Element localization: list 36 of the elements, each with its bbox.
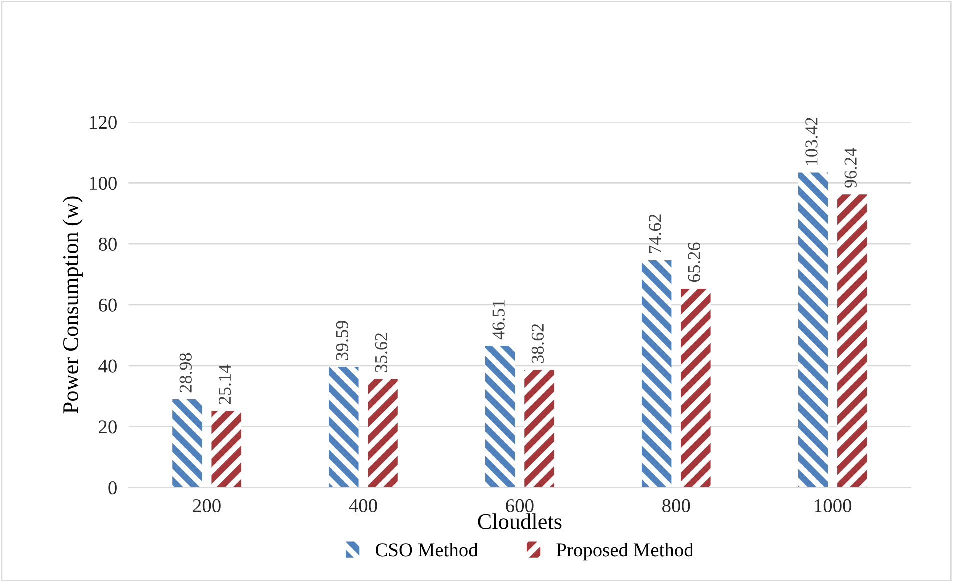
y-tick-label: 0 <box>108 482 117 495</box>
y-axis-title: Power Consumption (w) <box>62 196 83 414</box>
bar <box>172 399 202 488</box>
bar <box>368 379 398 488</box>
bar <box>838 194 868 488</box>
x-tick-label: 400 <box>349 499 378 513</box>
bar <box>642 260 672 488</box>
bar <box>798 172 828 488</box>
y-tick-label: 20 <box>99 420 117 434</box>
x-tick-label: 800 <box>662 499 690 513</box>
data-label: 96.24 <box>844 148 857 188</box>
y-tick-label: 40 <box>98 360 117 373</box>
legend-label: Proposed Method <box>556 543 694 561</box>
bar <box>681 288 711 488</box>
bar <box>486 346 516 488</box>
y-tick-label: 60 <box>99 298 117 312</box>
legend-label: CSO Method <box>376 543 478 557</box>
x-tick-label: 1000 <box>815 499 852 513</box>
data-label: 39.59 <box>336 321 349 360</box>
data-label: 38.62 <box>532 324 544 364</box>
y-tick-label: 100 <box>90 176 117 190</box>
x-tick-label: 600 <box>506 499 534 513</box>
bar <box>329 367 359 488</box>
data-label: 74.62 <box>649 214 662 254</box>
data-label: 28.98 <box>180 353 192 393</box>
y-tick-label: 120 <box>90 116 117 130</box>
data-label: 25.14 <box>218 364 232 404</box>
data-label: 46.51 <box>492 300 505 340</box>
x-tick-label: 200 <box>193 499 221 513</box>
data-label: 65.26 <box>688 242 701 282</box>
bar <box>524 370 554 488</box>
y-tick-label: 80 <box>98 238 117 251</box>
bar <box>212 411 242 488</box>
data-label: 103.42 <box>806 118 818 166</box>
x-axis-title: Cloudlets <box>478 514 562 530</box>
data-label: 35.62 <box>375 334 388 372</box>
